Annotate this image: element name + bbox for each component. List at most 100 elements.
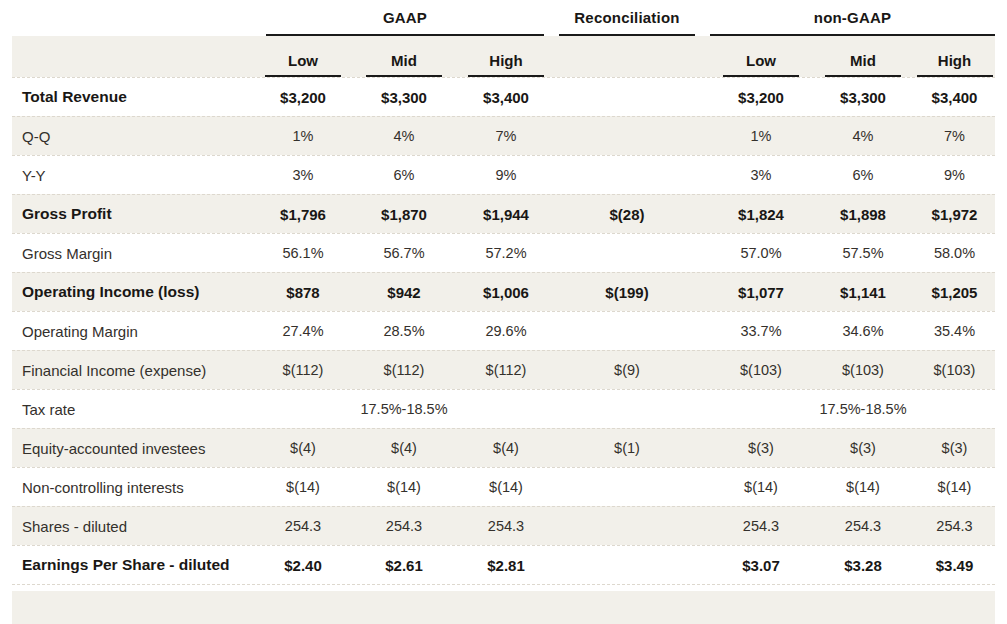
subheader-row: Low Mid High Low Mid High [12,36,995,77]
gaap-high-value: $1,006 [455,284,557,301]
table-body: Total Revenue $3,200 $3,300 $3,400 $3,20… [12,77,995,585]
reconciliation-group-label: Reconciliation [574,9,679,26]
gaap-low-value: $(112) [253,362,353,378]
gaap-mid-value: $2.61 [353,557,455,574]
gaap-high-value: $(112) [455,362,557,378]
non-gaap-low-value: 254.3 [710,518,812,534]
non-gaap-mid-value: 17.5%-18.5% [812,401,914,417]
gaap-mid-header-label: Mid [366,52,442,77]
metric-label: Gross Margin [12,245,253,262]
table-row: Operating Margin 27.4% 28.5% 29.6% 33.7%… [12,311,995,350]
non-gaap-group-label: non-GAAP [814,9,891,26]
table-row: Y-Y 3% 6% 9% 3% 6% 9% [12,155,995,194]
non-gaap-mid-value: $1,898 [812,206,914,223]
gaap-low-value: $878 [253,284,353,301]
metric-label: Y-Y [12,167,253,184]
metric-label: Non-controlling interests [12,479,253,496]
gaap-mid-value: $942 [353,284,455,301]
non-gaap-mid-value: $(103) [812,362,914,378]
gaap-low-value: 3% [253,167,353,183]
gaap-mid-value: $(14) [353,479,455,495]
non-gaap-high-value: 35.4% [914,323,995,339]
gaap-low-value: $(4) [253,440,353,456]
non-gaap-low-header-label: Low [723,52,799,77]
gaap-high-value: $(14) [455,479,557,495]
footer-band [12,591,995,624]
non-gaap-high-value: $1,205 [914,284,995,301]
non-gaap-mid-value: $3,300 [812,89,914,106]
reconciliation-value: $(28) [557,206,697,223]
gaap-mid-value: $(4) [353,440,455,456]
non-gaap-high-value: 9% [914,167,995,183]
non-gaap-high-value: $1,972 [914,206,995,223]
gaap-low-value: $2.40 [253,557,353,574]
gaap-high-value: $2.81 [455,557,557,574]
gaap-mid-value: $(112) [353,362,455,378]
reconciliation-value: $(199) [557,284,697,301]
non-gaap-high-value: 58.0% [914,245,995,261]
non-gaap-high-header: High [914,36,995,77]
metric-label: Total Revenue [12,88,253,106]
non-gaap-low-value: 1% [710,128,812,144]
non-gaap-high-value: $(103) [914,362,995,378]
gaap-mid-value: 6% [353,167,455,183]
gaap-mid-value: 56.7% [353,245,455,261]
non-gaap-low-value: 33.7% [710,323,812,339]
metric-label: Shares - diluted [12,518,253,535]
table-row: Shares - diluted 254.3 254.3 254.3 254.3… [12,506,995,545]
gaap-low-value: 27.4% [253,323,353,339]
non-gaap-mid-value: 254.3 [812,518,914,534]
metric-label: Gross Profit [12,205,253,223]
gaap-group-label: GAAP [383,9,427,26]
gaap-low-value: 1% [253,128,353,144]
non-gaap-mid-header: Mid [812,36,914,77]
gaap-mid-value: 254.3 [353,518,455,534]
non-gaap-low-value: $1,824 [710,206,812,223]
non-gaap-low-value: $(14) [710,479,812,495]
metric-label: Equity-accounted investees [12,440,253,457]
non-gaap-high-value: 254.3 [914,518,995,534]
gaap-low-value: $(14) [253,479,353,495]
non-gaap-mid-value: 4% [812,128,914,144]
non-gaap-high-value: $3.49 [914,557,995,574]
table-row: Non-controlling interests $(14) $(14) $(… [12,467,995,506]
group-header-row: GAAP Reconciliation non-GAAP [12,0,995,36]
non-gaap-mid-value: $(14) [812,479,914,495]
non-gaap-mid-value: $3.28 [812,557,914,574]
gaap-high-header: High [455,36,557,77]
non-gaap-low-header: Low [710,36,812,77]
gaap-low-value: 56.1% [253,245,353,261]
non-gaap-mid-value: 34.6% [812,323,914,339]
table-row: Equity-accounted investees $(4) $(4) $(4… [12,428,995,467]
table-row: Financial Income (expense) $(112) $(112)… [12,350,995,389]
non-gaap-mid-value: 6% [812,167,914,183]
non-gaap-low-value: $3.07 [710,557,812,574]
metric-label: Operating Margin [12,323,253,340]
non-gaap-high-value: $(3) [914,440,995,456]
non-gaap-low-value: 3% [710,167,812,183]
table-row: Operating Income (loss) $878 $942 $1,006… [12,272,995,311]
table-row: Earnings Per Share - diluted $2.40 $2.61… [12,545,995,584]
gaap-mid-header: Mid [353,36,455,77]
non-gaap-low-value: $1,077 [710,284,812,301]
financial-outlook-table: GAAP Reconciliation non-GAAP Low Mid Hig… [12,0,995,624]
gaap-high-value: 254.3 [455,518,557,534]
metric-label: Financial Income (expense) [12,362,253,379]
gaap-mid-value: $1,870 [353,206,455,223]
gaap-high-header-label: High [468,52,544,77]
non-gaap-low-value: 57.0% [710,245,812,261]
non-gaap-mid-value: $(3) [812,440,914,456]
gaap-high-value: 57.2% [455,245,557,261]
non-gaap-high-value: $(14) [914,479,995,495]
table-row: Q-Q 1% 4% 7% 1% 4% 7% [12,116,995,155]
non-gaap-low-value: $(103) [710,362,812,378]
non-gaap-low-value: $(3) [710,440,812,456]
non-gaap-mid-value: $1,141 [812,284,914,301]
metric-label: Tax rate [12,401,253,418]
table-row: Total Revenue $3,200 $3,300 $3,400 $3,20… [12,77,995,116]
gaap-low-header: Low [253,36,353,77]
gaap-low-header-label: Low [265,52,341,77]
group-header-reconciliation: Reconciliation [559,0,695,36]
metric-label: Q-Q [12,128,253,145]
table-row: Gross Margin 56.1% 56.7% 57.2% 57.0% 57.… [12,233,995,272]
